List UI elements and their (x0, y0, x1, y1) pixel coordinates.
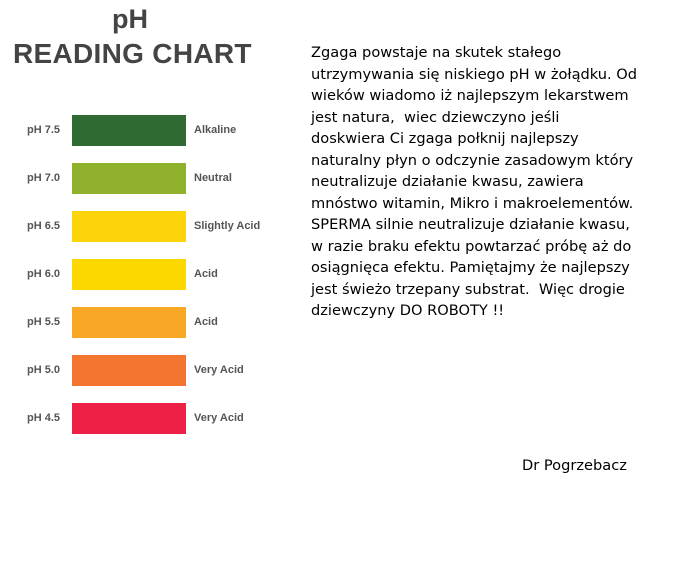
ph-label: Very Acid (194, 412, 244, 424)
body-text: Zgaga powstaje na skutek stałego utrzymyw… (311, 42, 637, 322)
color-swatch (72, 307, 186, 338)
ph-value: pH 5.0 (27, 364, 61, 376)
ph-row: pH 6.5 Slightly Acid (0, 211, 300, 242)
text-line: SPERMA silnie neutralizuje działanie kwa… (311, 216, 630, 233)
ph-value: pH 5.5 (27, 316, 61, 328)
text-line: jest natura, wiec dziewczyno jeśli (311, 108, 560, 126)
ph-label: Very Acid (194, 364, 244, 376)
ph-row: pH 7.5 Alkaline (0, 115, 300, 146)
ph-label: Slightly Acid (194, 220, 261, 232)
ph-label: Neutral (194, 172, 232, 184)
text-line: osiągnięca efektu. Pamiętajmy że najleps… (311, 259, 630, 276)
ph-row: pH 5.5 Acid (0, 307, 300, 338)
text-line: Zgaga powstaje na skutek stałego (311, 44, 562, 61)
ph-label: Alkaline (194, 124, 237, 136)
ph-row: pH 6.0 Acid (0, 259, 300, 290)
ph-row: pH 5.0 Very Acid (0, 355, 300, 386)
ph-row: pH 4.5 Very Acid (0, 403, 300, 434)
text-line: naturalny płyn o odczynie zasadowym któr… (311, 151, 634, 169)
text-line: w razie braku efektu powtarzać próbę aż … (311, 237, 632, 255)
ph-value: pH 6.0 (27, 268, 61, 280)
ph-value: pH 6.5 (27, 220, 61, 232)
color-swatch (72, 259, 186, 290)
text-line: wieków wiadomo iż najlepszym lekarstwem (311, 87, 629, 104)
text-line: doskwiera Ci zgaga połknij najlepszy (311, 130, 579, 147)
color-swatch (72, 211, 186, 242)
text-line: jest świeżo trzepany substrat. Więc drog… (311, 280, 625, 298)
color-swatch (72, 355, 186, 386)
color-swatch (72, 403, 186, 434)
text-line: utrzymywania się niskiego pH w żołądku. … (311, 65, 638, 83)
ph-label: Acid (194, 316, 218, 328)
ph-value: pH 7.0 (27, 172, 61, 184)
signature: Dr Pogrzebacz (522, 457, 627, 474)
title-reading-chart: READING CHART (13, 38, 252, 69)
text-line: mnóstwo witamin, Mikro i makroelementów. (311, 194, 634, 212)
ph-value: pH 7.5 (27, 124, 61, 136)
title-ph: pH (112, 4, 148, 34)
text-line: neutralizuje działanie kwasu, zawiera (311, 173, 584, 190)
ph-value: pH 4.5 (27, 412, 61, 424)
ph-row: pH 7.0 Neutral (0, 163, 300, 194)
color-swatch (72, 163, 186, 194)
ph-label: Acid (194, 268, 218, 280)
text-line: dziewczyny DO ROBOTY !! (311, 302, 505, 319)
color-swatch (72, 115, 186, 146)
